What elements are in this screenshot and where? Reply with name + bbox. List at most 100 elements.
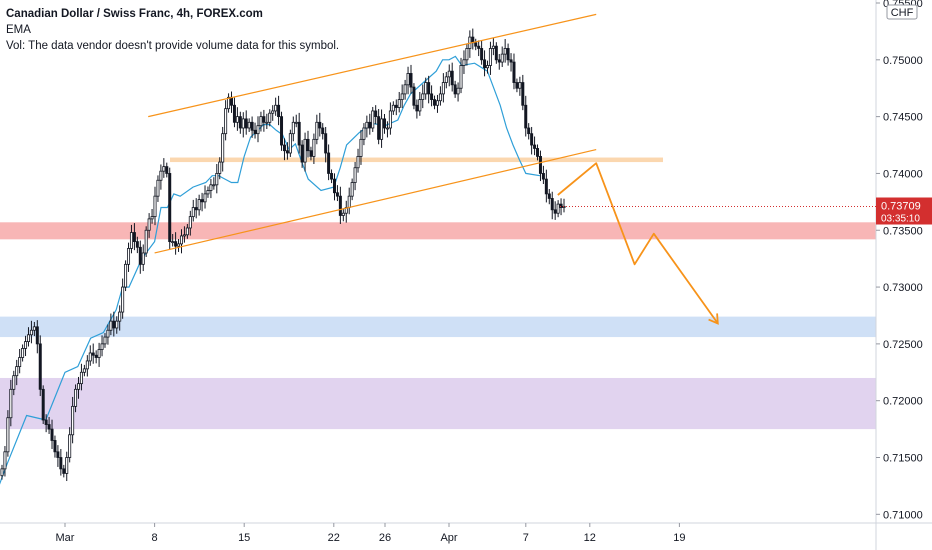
candle: [430, 85, 434, 107]
candle: [435, 94, 439, 113]
candle-body-up: [212, 184, 216, 187]
candle: [494, 42, 498, 64]
candle-body-down: [306, 138, 310, 152]
candle: [309, 146, 313, 161]
candle-body-up: [265, 121, 269, 124]
candle: [315, 114, 319, 145]
candle: [244, 110, 248, 135]
candle-body-down: [332, 178, 336, 194]
candle: [65, 451, 69, 482]
candle-body-up: [6, 417, 10, 453]
candle: [371, 106, 375, 132]
candle: [483, 50, 487, 77]
price-tick-label: 0.75000: [883, 55, 923, 67]
candle-body-up: [462, 59, 466, 66]
price-tick-label: 0.72000: [883, 396, 923, 408]
candle: [200, 192, 204, 212]
candle-body-down: [430, 93, 434, 100]
time-tick-label: 26: [379, 532, 391, 544]
candle: [44, 414, 48, 433]
candle-body-up: [103, 336, 107, 345]
candle-body-down: [497, 59, 501, 63]
candle-body-down: [138, 246, 142, 265]
candle-body-down: [285, 150, 289, 154]
candle: [418, 91, 422, 116]
candle-body-up: [312, 138, 316, 157]
price-tick-label: 0.73000: [883, 282, 923, 294]
candle-body-up: [71, 405, 75, 436]
symbol-title[interactable]: Canadian Dollar / Swiss Franc, 4h, FOREX…: [6, 8, 263, 20]
candle-body-up: [288, 133, 292, 154]
candle: [321, 123, 325, 140]
candle-body-down: [230, 96, 234, 106]
candle-body-up: [171, 241, 175, 244]
candle: [533, 136, 537, 156]
candle: [188, 210, 192, 236]
candle: [24, 335, 28, 357]
candle-body-up: [141, 252, 145, 265]
candle: [221, 126, 225, 172]
candle-body-up: [177, 243, 181, 247]
candle: [553, 201, 557, 220]
candle: [415, 99, 419, 119]
candle: [353, 161, 357, 191]
candle-body-down: [244, 118, 248, 129]
candle: [327, 144, 331, 181]
candle-body-up: [268, 112, 272, 123]
candle: [385, 121, 389, 138]
candle: [235, 107, 239, 131]
candle: [35, 320, 39, 354]
candle: [156, 175, 160, 202]
candle-body-down: [44, 419, 48, 425]
candle-body-up: [459, 65, 463, 89]
candle: [168, 167, 172, 250]
candle-body-up: [365, 121, 369, 129]
candle: [232, 97, 236, 128]
ema-line: [0, 55, 540, 485]
candle: [47, 416, 51, 434]
candle: [509, 53, 513, 72]
candle-body-down: [59, 457, 63, 470]
candle-body-up: [418, 99, 422, 112]
candle-body-up: [24, 341, 28, 349]
candle-body-up: [350, 182, 354, 197]
candle: [288, 129, 292, 157]
candle: [38, 335, 42, 397]
candle-body-up: [21, 348, 25, 358]
candle: [397, 91, 401, 113]
candle: [368, 113, 372, 135]
candle-body-up: [356, 155, 360, 169]
candle-body-down: [94, 354, 98, 358]
candle-body-down: [547, 193, 551, 199]
candle: [485, 60, 489, 74]
candle: [238, 111, 242, 134]
candle: [124, 260, 128, 292]
price-axis[interactable]: 0.755000.750000.745000.740000.735000.730…: [875, 0, 923, 550]
candle-body-up: [227, 96, 231, 110]
candle-body-down: [521, 82, 525, 106]
candle: [438, 86, 442, 106]
ema-legend[interactable]: EMA: [6, 24, 31, 36]
candle-body-down: [47, 424, 51, 430]
price-tick-label: 0.74000: [883, 168, 923, 180]
candle: [121, 278, 125, 319]
candle: [21, 344, 25, 362]
candle: [536, 144, 540, 161]
price-tick-label: 0.71500: [883, 453, 923, 465]
candle-body-up: [259, 116, 263, 127]
time-tick-label: Apr: [440, 532, 457, 544]
candle: [506, 43, 510, 66]
candle-body-down: [335, 192, 339, 197]
candle-body-up: [15, 366, 19, 377]
candle-body-up: [500, 53, 504, 63]
candle: [212, 177, 216, 190]
candle-body-up: [115, 320, 119, 329]
time-axis[interactable]: Mar 8 15 22 26 Apr 7 12 19: [0, 522, 932, 544]
candle: [185, 224, 189, 239]
candle: [115, 316, 119, 334]
candle-body-down: [409, 73, 413, 88]
candle: [444, 71, 448, 89]
